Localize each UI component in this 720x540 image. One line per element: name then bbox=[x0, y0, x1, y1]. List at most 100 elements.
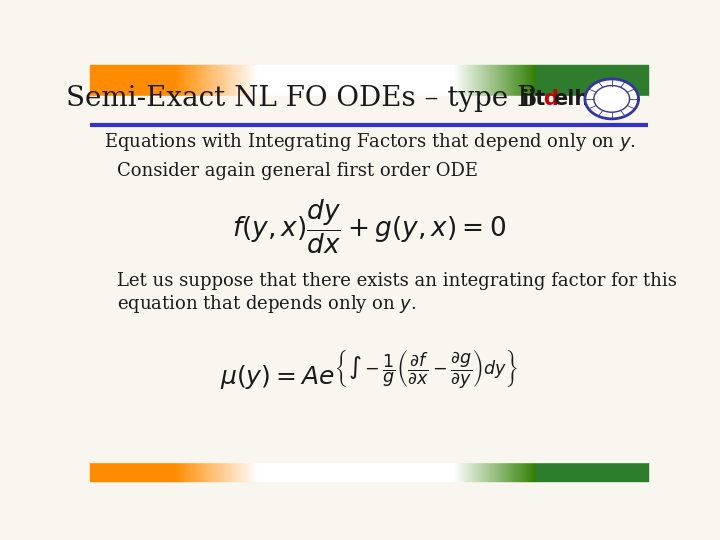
Bar bbox=[194, 462, 197, 481]
Bar bbox=[467, 65, 469, 96]
Bar bbox=[210, 462, 212, 481]
Bar bbox=[203, 462, 205, 481]
Bar bbox=[249, 65, 251, 96]
Bar bbox=[513, 65, 516, 96]
Bar bbox=[499, 462, 501, 481]
Bar bbox=[247, 462, 249, 481]
Bar bbox=[474, 462, 476, 481]
Bar bbox=[90, 65, 174, 96]
Bar bbox=[469, 65, 472, 96]
Bar bbox=[534, 462, 536, 481]
Bar bbox=[199, 462, 201, 481]
Bar bbox=[461, 65, 463, 96]
Bar bbox=[499, 65, 501, 96]
Bar bbox=[522, 462, 524, 481]
Bar bbox=[465, 462, 467, 481]
Bar bbox=[520, 65, 522, 96]
Bar bbox=[205, 462, 207, 481]
Bar bbox=[180, 462, 182, 481]
Bar bbox=[199, 65, 201, 96]
Bar bbox=[207, 65, 210, 96]
Text: Consider again general first order ODE: Consider again general first order ODE bbox=[117, 162, 478, 180]
Text: iit: iit bbox=[521, 89, 545, 109]
Bar bbox=[509, 65, 511, 96]
Bar bbox=[518, 462, 520, 481]
Bar bbox=[217, 65, 220, 96]
Bar bbox=[210, 65, 212, 96]
Bar bbox=[478, 462, 480, 481]
Bar bbox=[213, 65, 215, 96]
Bar bbox=[532, 462, 534, 481]
Text: $\mu(y)= Ae^{\left\{\int -\dfrac{1}{g}\left(\dfrac{\partial f}{\partial x}-\dfra: $\mu(y)= Ae^{\left\{\int -\dfrac{1}{g}\l… bbox=[220, 349, 518, 392]
Bar bbox=[505, 462, 507, 481]
Bar bbox=[484, 462, 486, 481]
Bar bbox=[186, 462, 189, 481]
Bar bbox=[186, 65, 189, 96]
Bar bbox=[197, 65, 199, 96]
Bar bbox=[509, 462, 511, 481]
Bar bbox=[465, 65, 467, 96]
Bar bbox=[192, 462, 194, 481]
Bar bbox=[505, 65, 507, 96]
Bar bbox=[455, 65, 457, 96]
Bar bbox=[192, 65, 194, 96]
Bar bbox=[253, 462, 256, 481]
Bar bbox=[215, 65, 217, 96]
Bar bbox=[226, 462, 228, 481]
Bar bbox=[222, 462, 224, 481]
Bar bbox=[528, 462, 530, 481]
Bar bbox=[530, 65, 532, 96]
Bar bbox=[190, 65, 192, 96]
Bar bbox=[233, 462, 235, 481]
Bar bbox=[256, 462, 258, 481]
Text: Equations with Integrating Factors that depend only on $y$.: Equations with Integrating Factors that … bbox=[104, 131, 636, 153]
Bar bbox=[174, 65, 176, 96]
Bar bbox=[482, 462, 484, 481]
Bar bbox=[205, 65, 207, 96]
Bar bbox=[486, 65, 488, 96]
Bar bbox=[524, 65, 526, 96]
Bar bbox=[220, 65, 222, 96]
Bar bbox=[469, 462, 472, 481]
Bar bbox=[526, 462, 528, 481]
Bar bbox=[480, 65, 482, 96]
Bar bbox=[256, 65, 258, 96]
Bar bbox=[258, 462, 453, 481]
Bar bbox=[480, 462, 482, 481]
Bar bbox=[245, 65, 247, 96]
Bar bbox=[503, 65, 505, 96]
Bar bbox=[236, 462, 238, 481]
Bar bbox=[461, 462, 463, 481]
Bar bbox=[492, 65, 495, 96]
Bar bbox=[453, 462, 455, 481]
Bar bbox=[457, 65, 459, 96]
Bar bbox=[201, 462, 203, 481]
Bar bbox=[534, 65, 536, 96]
Bar bbox=[511, 65, 513, 96]
Bar bbox=[463, 462, 465, 481]
Bar bbox=[228, 462, 230, 481]
Bar bbox=[455, 462, 457, 481]
Bar bbox=[238, 65, 240, 96]
Bar bbox=[522, 65, 524, 96]
Text: equation that depends only on $y$.: equation that depends only on $y$. bbox=[117, 293, 416, 315]
Bar bbox=[178, 65, 180, 96]
Bar bbox=[497, 65, 499, 96]
Bar bbox=[503, 462, 505, 481]
Bar bbox=[212, 65, 213, 96]
Bar bbox=[240, 462, 243, 481]
Bar bbox=[224, 65, 226, 96]
Bar bbox=[189, 462, 190, 481]
Bar bbox=[247, 65, 249, 96]
Bar bbox=[536, 462, 648, 481]
Bar bbox=[492, 462, 495, 481]
Bar bbox=[238, 462, 240, 481]
Bar bbox=[182, 65, 184, 96]
Bar bbox=[228, 65, 230, 96]
Bar bbox=[174, 462, 176, 481]
Bar bbox=[184, 65, 186, 96]
Bar bbox=[472, 462, 474, 481]
Bar bbox=[507, 462, 509, 481]
Bar bbox=[484, 65, 486, 96]
Bar bbox=[207, 462, 210, 481]
